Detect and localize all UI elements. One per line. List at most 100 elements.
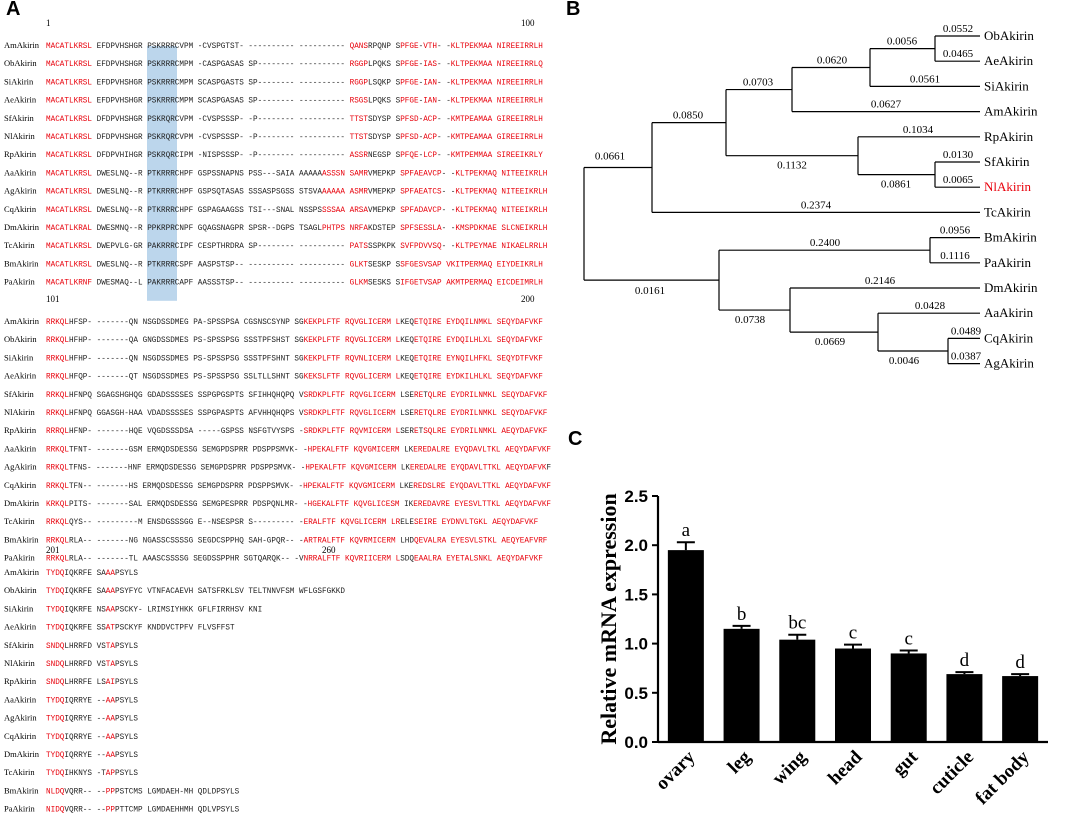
aligned-sequence: MACATLKRSL DWESLNQ--R PTKRRRCHPF GSPSSNA… (46, 169, 547, 178)
species-name: BmAkirin (4, 534, 39, 544)
aligned-sequence: TYDQIQRRYE --AAPSYLS (46, 733, 138, 742)
aligned-sequence: MACATLKRSL EFDPVHSHGR PSKRRRCMPM SCASPGA… (46, 78, 543, 87)
species-name: SfAkirin (4, 640, 35, 650)
bar (723, 628, 760, 742)
y-axis-title: Relative mRNA expression (596, 493, 621, 744)
x-tick-label: cuticle (926, 747, 978, 799)
aligned-sequence: RRKQLTFNS- -------HNF ERMQDSDESSG SEMGPD… (46, 464, 551, 473)
species-name: SfAkirin (4, 389, 35, 399)
species-name: AeAkirin (4, 95, 37, 105)
aligned-sequence: SNDQLHRRFD VSTAPSYLS (46, 660, 138, 669)
aligned-sequence: MACATLKRSL DWESLNQ--R PTKRRRCHPF GSPSQTA… (46, 188, 547, 197)
branch-length-label: 0.0130 (943, 149, 974, 161)
species-name: CqAkirin (4, 731, 37, 741)
block-start-position: 101 (46, 294, 60, 304)
phylogenetic-tree: ObAkirin AeAkirin SiAkirin AmAkirin RpAkirin… (583, 23, 1038, 371)
aligned-sequence: RRKQLHFHP- -------QN NSGDSSDMES PS-SPSSP… (46, 354, 543, 363)
species-name: DmAkirin (4, 749, 40, 759)
aligned-sequence: TYDQIQKRFE SAAAPSYFYC VTNFACAEVH SATSFRK… (46, 587, 345, 596)
species-name: SiAkirin (4, 352, 34, 362)
species-name: TcAkirin (4, 516, 35, 526)
aligned-sequence: RRRQLHFNP- -------HQE VQGDSSSDSA -----GS… (46, 427, 547, 436)
branch-length-label: 0.0738 (735, 314, 766, 326)
species-name: AaAkirin (4, 443, 37, 453)
branch-length-label: 0.0620 (817, 55, 848, 67)
significance-letter: a (682, 520, 691, 541)
bar (667, 550, 704, 742)
species-name: PaAkirin (4, 553, 35, 563)
species-name: PaAkirin (4, 277, 35, 287)
x-tick-label: wing (768, 746, 811, 789)
species-name: PaAkirin (4, 804, 35, 814)
branch-length-label: 0.0428 (915, 300, 946, 312)
branch-length-label: 0.1116 (940, 250, 970, 262)
branch-length-label: 0.0956 (940, 225, 971, 237)
panel-label-c: C (568, 428, 583, 450)
sequence-alignment: 1 100 AmAkirin MACATLKRSL EFDPVHSHGR PSKRRR… (4, 18, 551, 815)
species-name: RpAkirin (4, 425, 37, 435)
branch-length-label: 0.0065 (943, 174, 974, 186)
panel-label-a: A (6, 0, 21, 20)
tree-leaf-label: RpAkirin (984, 129, 1034, 144)
species-name: DmAkirin (4, 222, 40, 232)
aligned-sequence: TYDQIHKNYS -TAPPSYLS (46, 769, 138, 778)
aligned-sequence: TYDQIQRRYE --AAPSYLS (46, 751, 138, 760)
branch-length-label: 0.0661 (595, 151, 625, 163)
branch-length-label: 0.0703 (743, 77, 774, 89)
y-tick-label: 2.0 (624, 536, 648, 555)
y-tick-label: 0.0 (624, 733, 648, 752)
significance-letter: d (960, 650, 970, 671)
bar (890, 653, 927, 742)
y-tick-label: 0.5 (624, 684, 648, 703)
aligned-sequence: MACATLKRSL EFDPVHSHGR PSKRRRCMPM -CASPGA… (46, 60, 543, 69)
aligned-sequence: RRKQLRLA-- -------TL AAASCSSSSG SEGDSSPP… (46, 555, 543, 564)
x-tick-label: leg (724, 746, 756, 778)
species-name: AgAkirin (4, 462, 37, 472)
x-tick-label: fat body (971, 746, 1034, 809)
block-end-position: 200 (521, 294, 535, 304)
aligned-sequence: RRKQLQYS-- ---------M ENSDGSSSGG E--NSES… (46, 518, 538, 527)
aligned-sequence: SNDQLHRRFE LSAIPSYLS (46, 678, 138, 687)
block-start-position: 201 (46, 545, 60, 555)
aligned-sequence: KRKQLPITS- -------SAL ERMQDSDESSG SEMGPE… (46, 500, 551, 509)
tree-leaf-label: SiAkirin (984, 78, 1029, 93)
y-tick-label: 2.5 (624, 487, 648, 506)
bar (946, 674, 983, 742)
branch-length-label: 0.0056 (887, 36, 918, 48)
aligned-sequence: MACATLKRNF DWESMAQ--L PAKRRRCAPF AASSSTS… (46, 279, 543, 288)
branch-length-label: 0.2374 (801, 199, 832, 211)
species-name: NlAkirin (4, 407, 35, 417)
aligned-sequence: RRKQLHFNPQ GGASGH-HAA VDADSSSSES SSPGPAS… (46, 409, 547, 418)
aligned-sequence: TYDQIQKRFE NSAAPSCKY- LRIMSIYHKK GFLFIRR… (46, 605, 262, 614)
aligned-sequence: NLDQVQRR-- --PPPSTCMS LGMDAEH-MH QDLDPSY… (46, 787, 239, 796)
bar (835, 648, 871, 742)
species-name: ObAkirin (4, 585, 37, 595)
species-name: ObAkirin (4, 334, 37, 344)
significance-letter: bc (788, 613, 806, 634)
tree-leaf-label: AaAkirin (984, 305, 1034, 320)
species-name: TcAkirin (4, 767, 35, 777)
branch-length-label: 0.1034 (903, 124, 934, 136)
tree-leaf-label: PaAkirin (984, 255, 1031, 270)
aligned-sequence: RRKQLRLA-- -------NG NGASSCSSSSG SEGDCSP… (46, 536, 547, 545)
aligned-sequence: RRKQLHFSP- -------QN NSGDSSDMEG PA-SPSSP… (46, 318, 543, 327)
tree-leaf-label: AgAkirin (984, 356, 1034, 371)
aligned-sequence: NIDQVQRR-- --PPPTTCMP LGMDAEHHMH QDLVPSY… (46, 806, 239, 815)
tree-leaf-label: ObAkirin (984, 28, 1034, 43)
branch-length-label: 0.0850 (673, 110, 704, 122)
tree-leaf-label: DmAkirin (984, 280, 1038, 295)
block-end-position: 100 (521, 18, 535, 28)
tree-leaf-label: NlAkirin (984, 179, 1031, 194)
branch-length-label: 0.0046 (889, 355, 920, 367)
aligned-sequence: RRKQLHFHP- -------QA GNGDSSDMES PS-SPSSP… (46, 336, 543, 345)
species-name: AgAkirin (4, 713, 37, 723)
significance-letter: c (904, 628, 912, 649)
branch-length-label: 0.0465 (943, 48, 974, 60)
species-name: AmAkirin (4, 567, 40, 577)
species-name: AaAkirin (4, 694, 37, 704)
species-name: AgAkirin (4, 186, 37, 196)
conserved-motif-highlight (147, 46, 177, 301)
aligned-sequence: TYDQIQKRFE SAAAPSYLS (46, 569, 138, 578)
species-name: CqAkirin (4, 480, 37, 490)
